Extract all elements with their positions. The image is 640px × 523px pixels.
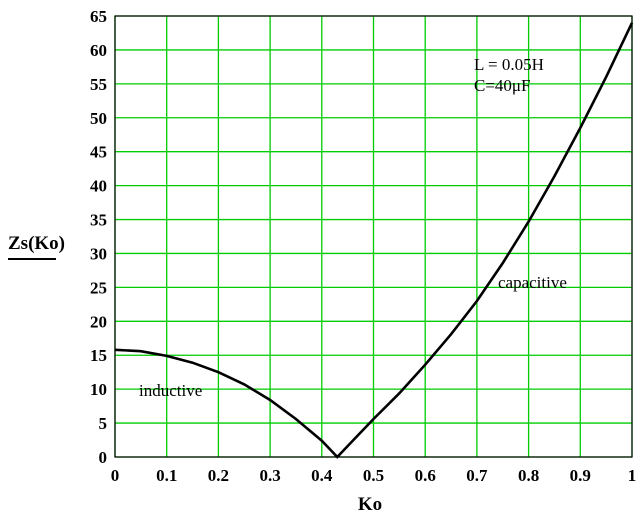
- y-tick-label: 50: [90, 109, 107, 128]
- x-tick-label: 0.2: [208, 466, 229, 485]
- y-tick-label: 15: [90, 346, 107, 365]
- y-tick-label: 35: [90, 211, 107, 230]
- y-tick-label: 65: [90, 7, 107, 26]
- x-tick-label: 1: [628, 466, 637, 485]
- inductive-label: inductive: [139, 381, 202, 400]
- series-line: [114, 22, 634, 459]
- y-tick-label: 20: [90, 312, 107, 331]
- x-tick-label: 0.9: [570, 466, 591, 485]
- capacitive-label: capacitive: [498, 273, 567, 292]
- x-tick-label: 0.7: [466, 466, 488, 485]
- x-tick-label: 0.3: [259, 466, 280, 485]
- x-tick-label: 0: [111, 466, 120, 485]
- x-tick-label: 0.4: [311, 466, 333, 485]
- y-tick-label: 55: [90, 75, 107, 94]
- y-tick-label: 45: [90, 143, 107, 162]
- params-line-1: L = 0.05H: [474, 55, 544, 74]
- y-tick-label: 25: [90, 278, 107, 297]
- y-tick-label: 30: [90, 244, 107, 263]
- x-tick-label: 0.8: [518, 466, 539, 485]
- x-tick-label: 0.6: [415, 466, 436, 485]
- y-tick-label: 40: [90, 177, 107, 196]
- y-tick-labels: 0 5 10 15 20 25 30 35 40 45 50 55 60 65: [90, 7, 107, 467]
- params-line-2: C=40μF: [474, 76, 531, 95]
- plot-frame: [114, 15, 633, 458]
- y-tick-label: 0: [99, 448, 108, 467]
- x-axis-label: Ko: [358, 494, 382, 515]
- y-tick-label: 60: [90, 41, 107, 60]
- y-tick-label: 10: [90, 380, 107, 399]
- x-tick-label: 0.1: [156, 466, 177, 485]
- x-tick-label: 0.5: [363, 466, 384, 485]
- x-tick-labels: 0 0.1 0.2 0.3 0.4 0.5 0.6 0.7 0.8 0.9 1: [111, 466, 637, 485]
- y-tick-label: 5: [99, 414, 108, 433]
- y-axis-label: Zs(Ko): [8, 233, 65, 254]
